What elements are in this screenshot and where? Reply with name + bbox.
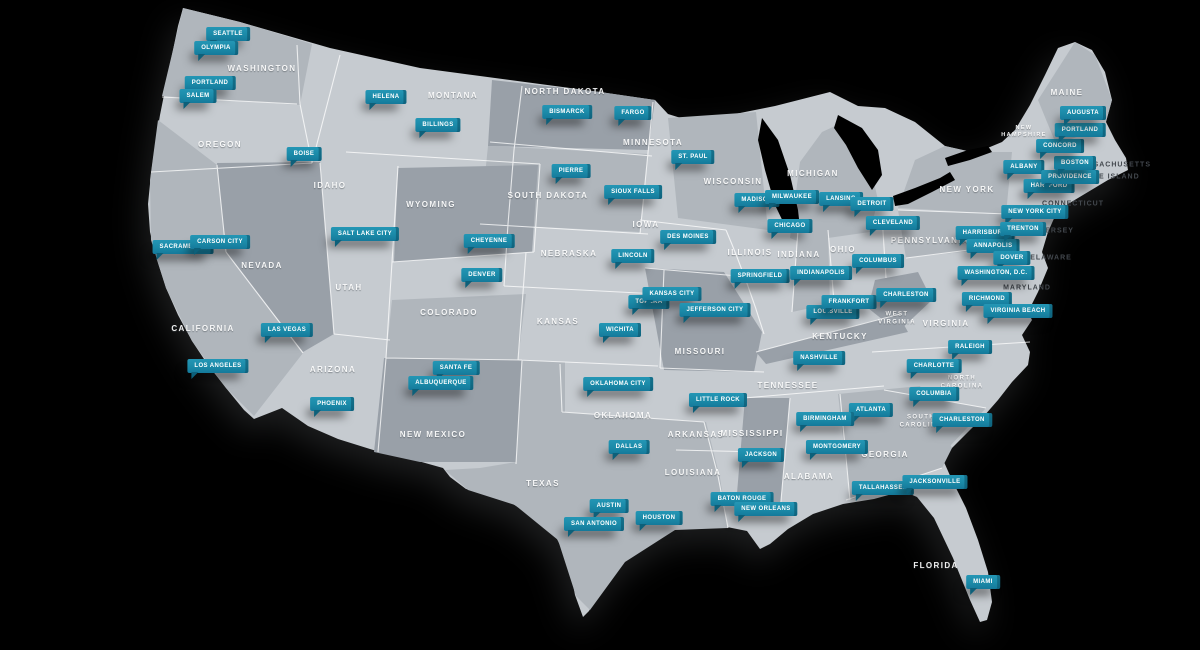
city-pin-los-angeles[interactable]: LOS ANGELES: [187, 359, 249, 379]
city-pin-denver[interactable]: DENVER: [461, 268, 503, 288]
city-pin-boise[interactable]: BOISE: [286, 147, 322, 167]
city-pin-nashville[interactable]: NASHVILLE: [793, 351, 845, 371]
city-pin-jacksonville[interactable]: JACKSONVILLE: [902, 475, 968, 495]
city-pin-seattle[interactable]: SEATTLE: [206, 27, 250, 47]
city-pin-pierre[interactable]: PIERRE: [551, 164, 591, 184]
city-pin-sioux-falls[interactable]: SIOUX FALLS: [604, 185, 662, 205]
city-pin-concord[interactable]: CONCORD: [1036, 139, 1084, 159]
city-pin-columbia[interactable]: COLUMBIA: [909, 387, 959, 407]
city-pin-oklahoma-city[interactable]: OKLAHOMA CITY: [583, 377, 653, 397]
external-state-label-rhode-island: RHODE ISLAND: [1074, 173, 1140, 181]
city-pin-billings[interactable]: BILLINGS: [415, 118, 461, 138]
city-pin-san-antonio[interactable]: SAN ANTONIO: [563, 517, 625, 537]
city-pin-portland[interactable]: PORTLAND: [1054, 123, 1106, 143]
city-pin-miami[interactable]: MIAMI: [966, 575, 1000, 595]
external-state-label-massachusetts: MASSACHUSETTS: [1074, 161, 1152, 169]
city-pin-charleston[interactable]: CHARLESTON: [876, 288, 936, 308]
city-pin-boston[interactable]: BOSTON: [1054, 156, 1096, 176]
city-pin-charlotte[interactable]: CHARLOTTE: [906, 359, 962, 379]
city-pin-st-paul[interactable]: ST. PAUL: [671, 150, 715, 170]
city-pin-washington-d-c[interactable]: WASHINGTON, D.C.: [957, 266, 1035, 286]
city-pin-birmingham[interactable]: BIRMINGHAM: [796, 412, 854, 432]
city-pin-carson-city[interactable]: CARSON CITY: [190, 235, 250, 255]
city-pin-jackson[interactable]: JACKSON: [737, 448, 785, 468]
city-pin-tallahassee[interactable]: TALLAHASSEE: [851, 481, 915, 501]
city-pin-milwaukee[interactable]: MILWAUKEE: [765, 190, 819, 210]
city-pin-jefferson-city[interactable]: JEFFERSON CITY: [679, 303, 751, 323]
city-pin-helena[interactable]: HELENA: [365, 90, 407, 110]
city-pin-harrisburg[interactable]: HARRISBURG: [955, 226, 1015, 246]
city-pin-providence[interactable]: PROVIDENCE: [1041, 170, 1099, 190]
city-pin-raleigh[interactable]: RALEIGH: [948, 340, 992, 360]
city-pin-fargo[interactable]: FARGO: [614, 106, 652, 126]
city-pin-salem[interactable]: SALEM: [179, 89, 217, 109]
external-state-label-connecticut: CONNECTICUT: [1042, 200, 1104, 208]
city-pin-columbus[interactable]: COLUMBUS: [852, 254, 904, 274]
city-pin-olympia[interactable]: OLYMPIA: [194, 41, 238, 61]
city-pin-phoenix[interactable]: PHOENIX: [310, 397, 354, 417]
external-state-label-maryland: MARYLAND: [1003, 284, 1051, 292]
city-pin-lincoln[interactable]: LINCOLN: [611, 249, 655, 269]
dark-states: [217, 80, 932, 512]
city-pin-salt-lake-city[interactable]: SALT LAKE CITY: [330, 227, 400, 247]
city-pin-chicago[interactable]: CHICAGO: [767, 219, 813, 239]
external-state-label-delaware: DELAWARE: [1024, 254, 1072, 262]
city-pin-albany[interactable]: ALBANY: [1003, 160, 1045, 180]
city-pin-richmond[interactable]: RICHMOND: [961, 292, 1013, 312]
city-pin-charleston[interactable]: CHARLESTON: [932, 413, 992, 433]
city-pin-des-moines[interactable]: DES MOINES: [660, 230, 716, 250]
city-pin-dover[interactable]: DOVER: [993, 251, 1031, 271]
city-pin-frankfort[interactable]: FRANKFORT: [821, 295, 877, 315]
city-pin-albuquerque[interactable]: ALBUQUERQUE: [408, 376, 474, 396]
city-pin-indianapolis[interactable]: INDIANAPOLIS: [790, 266, 852, 286]
city-pin-augusta[interactable]: AUGUSTA: [1059, 106, 1107, 126]
city-pin-trenton[interactable]: TRENTON: [1000, 222, 1046, 242]
city-pin-wichita[interactable]: WICHITA: [598, 323, 642, 343]
city-pin-cleveland[interactable]: CLEVELAND: [865, 216, 921, 236]
city-pin-portland[interactable]: PORTLAND: [184, 76, 236, 96]
city-pin-new-york-city[interactable]: NEW YORK CITY: [1001, 205, 1069, 225]
city-pin-detroit[interactable]: DETROIT: [850, 197, 894, 217]
city-pin-springfield[interactable]: SPRINGFIELD: [730, 269, 790, 289]
city-pin-atlanta[interactable]: ATLANTA: [848, 403, 894, 423]
city-pin-virginia-beach[interactable]: VIRGINIA BEACH: [983, 304, 1053, 324]
city-pin-montgomery[interactable]: MONTGOMERY: [805, 440, 869, 460]
city-pin-bismarck[interactable]: BISMARCK: [542, 105, 592, 125]
city-pin-dallas[interactable]: DALLAS: [608, 440, 650, 460]
city-pin-houston[interactable]: HOUSTON: [635, 511, 683, 531]
city-pin-annapolis[interactable]: ANNAPOLIS: [966, 239, 1020, 259]
city-pin-las-vegas[interactable]: LAS VEGAS: [260, 323, 314, 343]
city-pin-cheyenne[interactable]: CHEYENNE: [463, 234, 515, 254]
city-pin-kansas-city[interactable]: KANSAS CITY: [642, 287, 702, 307]
city-pin-little-rock[interactable]: LITTLE ROCK: [688, 393, 748, 413]
city-pin-santa-fe[interactable]: SANTA FE: [432, 361, 480, 381]
city-pin-new-orleans[interactable]: NEW ORLEANS: [734, 502, 798, 522]
city-pin-austin[interactable]: AUSTIN: [589, 499, 629, 519]
